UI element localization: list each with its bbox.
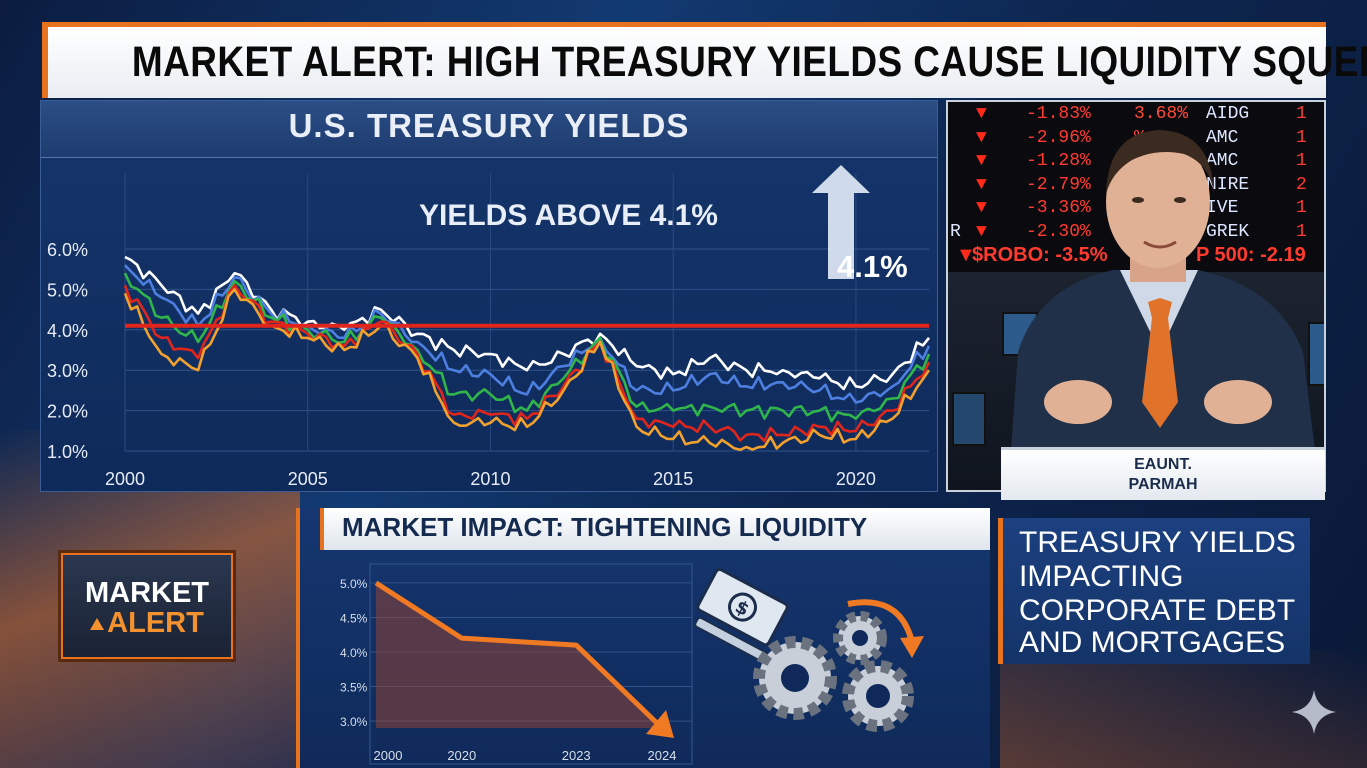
ticker-sym: AIDG	[1206, 104, 1250, 124]
ticker-right: 1	[1296, 221, 1307, 242]
down-arrow-icon: ▼	[976, 151, 987, 171]
ticker-sym: NIRE	[1206, 174, 1250, 195]
ticker-bottom-row: ▼ $ROBO: -3.5% P 500: -2.19	[956, 244, 1306, 266]
ticker-row: R ▼ -2.30% GREK 1	[948, 222, 1324, 246]
triangle-up-icon	[90, 618, 105, 630]
chart-title: U.S. TREASURY YIELDS	[288, 107, 690, 144]
side-caption: TREASURY YIELDS IMPACTING CORPORATE DEBT…	[998, 518, 1310, 664]
ticker-pct: -1.83%	[1026, 104, 1091, 124]
impact-y-tick: 4.0%	[340, 646, 368, 660]
impact-arrowhead	[646, 710, 674, 738]
yield-series-line	[124, 255, 931, 391]
news-anchor	[1008, 130, 1320, 490]
down-arrow-icon: ▼	[976, 127, 987, 148]
caption-line: AND MORTGAGES	[1019, 626, 1286, 659]
yield-series-line	[123, 272, 931, 423]
yields-plot: 6.0% 5.0% 4.0% 3.0% 2.0% 1.0% 2000 2005 2010 201…	[47, 165, 931, 489]
caption-line: IMPACTING	[1019, 560, 1184, 593]
yield-series-line	[123, 284, 931, 443]
studio-monitor	[1308, 322, 1324, 386]
ticker-sym: IVE	[1206, 198, 1239, 218]
sparkle-icon	[1292, 690, 1336, 734]
anchor-nameplate: EAUNT. PARMAH	[1001, 447, 1325, 500]
ticker-right: 1	[1296, 151, 1307, 171]
ticker-mid: 3.68%	[1134, 104, 1189, 124]
down-arrow-icon: ▼	[976, 104, 987, 124]
ticker-sym: AMC	[1206, 127, 1239, 148]
impact-plot: 5.0% 4.5% 4.0% 3.5% 3.0% 2000 2020 2023 2024 $	[340, 563, 924, 765]
ticker-sym: GREK	[1206, 221, 1250, 242]
impact-line	[374, 580, 664, 730]
headline-text: MARKET ALERT: HIGH TREASURY YIELDS CAUSE…	[131, 38, 1367, 86]
down-arrow-icon: ▼	[976, 198, 987, 218]
impact-y-tick: 5.0%	[340, 577, 368, 591]
headline-accent	[42, 27, 48, 98]
ticker-pct: -2.30%	[1026, 221, 1091, 242]
badge-line2-wrap: ALERT	[61, 607, 233, 640]
badge-line1: MARKET	[84, 577, 210, 609]
impact-x-tick: 2000	[374, 748, 403, 763]
impact-x-tick: 2020	[447, 748, 476, 763]
impact-title-bar: MARKET IMPACT: TIGHTENING LIQUIDITY	[320, 508, 990, 550]
yield-series-line	[124, 264, 931, 404]
ticker-right: 1	[1296, 104, 1307, 124]
impact-x-tick: 2024	[648, 748, 677, 763]
anchor-video-feed: ▼-1.83%3.68%AIDG1▼-2.96%%AMC1▼-1.28%AMC1…	[946, 100, 1326, 492]
yields-callout: YIELDS ABOVE 4.1%	[419, 199, 718, 232]
ticker-row: ▼ -1.83% 3.68% AIDG 1	[948, 104, 1324, 128]
market-alert-badge: MARKET ALERT	[58, 550, 236, 662]
money-bill-icon: $	[694, 567, 789, 664]
treasury-yields-chart: U.S. TREASURY YIELDS 6.0% 5.0% 4.0% 3.0% 2.0…	[40, 100, 938, 492]
ticker-sp500: P 500: -2.19	[1196, 244, 1306, 266]
ticker-pct: -2.96%	[1026, 127, 1091, 148]
x-tick-label: 2005	[288, 469, 328, 489]
chart-title-bar: U.S. TREASURY YIELDS	[41, 101, 937, 158]
ticker-right: 2	[1296, 174, 1307, 195]
y-tick-label: 2.0%	[47, 402, 88, 422]
ticker-pct: -1.28%	[1026, 151, 1091, 171]
threshold-label: 4.1%	[837, 249, 908, 284]
impact-title: MARKET IMPACT: TIGHTENING LIQUIDITY	[342, 512, 868, 542]
impact-x-tick: 2023	[562, 748, 591, 763]
studio-monitor	[952, 392, 986, 446]
curved-arrow-icon	[847, 599, 924, 658]
ticker-pct: -2.79%	[1026, 174, 1091, 195]
impact-y-tick: 3.5%	[340, 681, 368, 695]
ticker-right: 1	[1296, 198, 1307, 218]
caption-line: CORPORATE DEBT	[1019, 594, 1296, 627]
badge-line2: ALERT	[107, 607, 204, 639]
yield-series-line	[123, 288, 931, 452]
y-tick-label: 5.0%	[47, 280, 88, 300]
y-tick-label: 6.0%	[47, 240, 88, 260]
down-arrow-icon: ▼	[976, 221, 987, 242]
headline-banner: MARKET ALERT: HIGH TREASURY YIELDS CAUSE…	[42, 22, 1367, 98]
ticker-robo: $ROBO: -3.5%	[972, 244, 1108, 266]
ticker-pre: R	[950, 221, 961, 242]
up-arrow-icon	[812, 165, 870, 279]
y-tick-label: 3.0%	[47, 361, 88, 381]
y-tick-label: 4.0%	[47, 321, 88, 341]
x-tick-label: 2000	[105, 469, 145, 489]
anchor-name-line2: PARMAH	[1128, 476, 1198, 493]
down-arrow-icon: ▼	[976, 174, 987, 195]
impact-y-tick: 4.5%	[340, 611, 368, 625]
y-tick-label: 1.0%	[47, 442, 88, 462]
impact-y-tick: 3.0%	[340, 715, 368, 729]
anchor-name-line1: EAUNT.	[1134, 456, 1192, 473]
ticker-row: ▼ -2.79% NIRE 2	[948, 175, 1324, 199]
x-tick-label: 2020	[836, 469, 876, 489]
ticker-pct: -3.36%	[1026, 198, 1091, 218]
ticker-row: ▼ -1.28% AMC 1	[948, 151, 1324, 175]
caption-line: TREASURY YIELDS	[1019, 526, 1296, 559]
ticker-row: ▼ -3.36% IVE 1	[948, 198, 1324, 222]
ticker-right: 1	[1296, 127, 1307, 148]
impact-area	[376, 582, 662, 728]
x-tick-label: 2015	[653, 469, 693, 489]
gears-icon	[753, 611, 914, 732]
market-impact-panel: MARKET IMPACT: TIGHTENING LIQUIDITY 5.0%…	[296, 508, 990, 768]
ticker-sym: AMC	[1206, 151, 1239, 171]
x-tick-label: 2010	[470, 469, 510, 489]
